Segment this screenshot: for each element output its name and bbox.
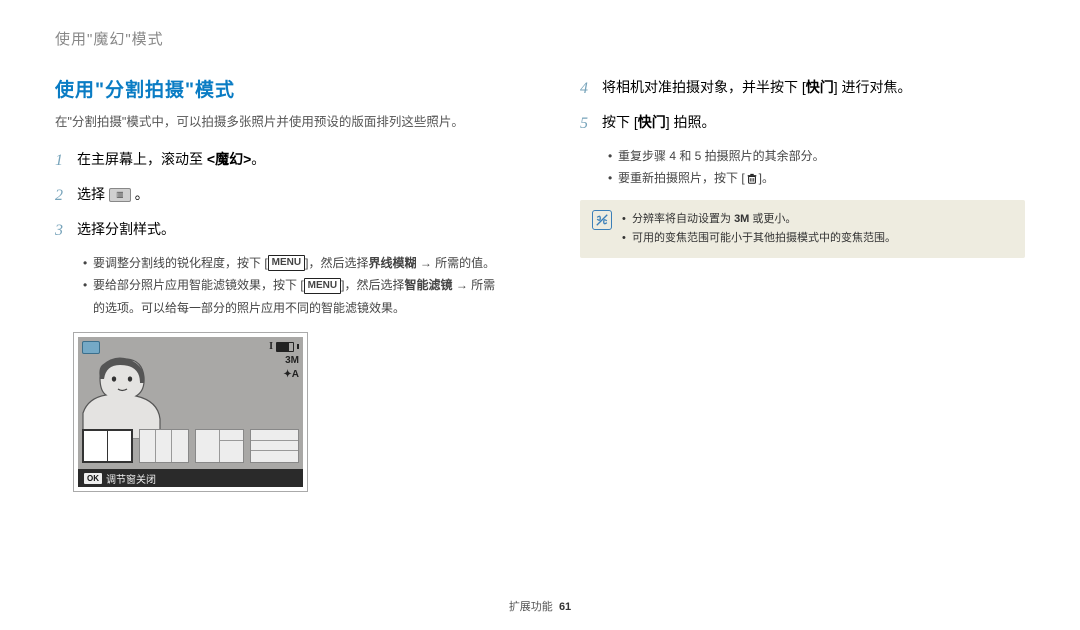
flash-indicator: ✦A bbox=[283, 369, 299, 380]
grid-mode-icon: ▥ bbox=[109, 188, 131, 202]
layout-thumb-1-2 bbox=[195, 429, 244, 463]
note-list: 分辨率将自动设置为 3M 或更小。 可用的变焦范围可能小于其他拍摄模式中的变焦范… bbox=[622, 210, 1013, 247]
camera-lcd: I 3M ✦A bbox=[78, 337, 303, 487]
layout-thumb-3row bbox=[250, 429, 299, 463]
page-footer: 扩展功能 61 bbox=[0, 598, 1080, 614]
camera-lcd-frame: I 3M ✦A bbox=[73, 332, 308, 492]
step-5-sub-bullets: 重复步骤 4 和 5 拍摄照片的其余部分。 要重新拍摄照片，按下 [ ]。 bbox=[608, 145, 1025, 191]
layout-thumb-3col bbox=[139, 429, 188, 463]
section-intro: 在"分割拍摄"模式中，可以拍摄多张照片并使用预设的版面排列这些照片。 bbox=[55, 112, 500, 133]
step-3: 3 选择分割样式。 bbox=[55, 217, 500, 246]
note-icon bbox=[592, 210, 612, 230]
section-title: 使用"分割拍摄"模式 bbox=[55, 75, 500, 102]
content-columns: 使用"分割拍摄"模式 在"分割拍摄"模式中，可以拍摄多张照片并使用预设的版面排列… bbox=[55, 75, 1025, 492]
page-header: 使用"魔幻"模式 bbox=[55, 28, 164, 49]
sub-bullet: 要调整分割线的锐化程度，按下 [MENU]，然后选择界线模糊 → 所需的值。 bbox=[83, 252, 500, 275]
note-item: 分辨率将自动设置为 3M 或更小。 bbox=[622, 210, 1013, 229]
layout-thumb-2col bbox=[82, 429, 133, 463]
step-1: 1 在主屏幕上，滚动至 <魔幻>。 bbox=[55, 147, 500, 176]
step-4: 4 将相机对准拍摄对象，并半按下 [快门] 进行对焦。 bbox=[580, 75, 1025, 104]
lcd-bottom-text: 调节窗关闭 bbox=[106, 471, 156, 486]
note-box: 分辨率将自动设置为 3M 或更小。 可用的变焦范围可能小于其他拍摄模式中的变焦范… bbox=[580, 200, 1025, 257]
ok-chip-icon: OK bbox=[84, 473, 102, 484]
menu-key-icon: MENU bbox=[304, 278, 341, 294]
note-item: 可用的变焦范围可能小于其他拍摄模式中的变焦范围。 bbox=[622, 229, 1013, 248]
breadcrumb: 使用"魔幻"模式 bbox=[55, 31, 164, 48]
step-5: 5 按下 [快门] 拍照。 bbox=[580, 110, 1025, 139]
step-list-right: 4 将相机对准拍摄对象，并半按下 [快门] 进行对焦。 5 按下 [快门] 拍照… bbox=[580, 75, 1025, 139]
page-number: 61 bbox=[559, 601, 571, 613]
resolution-indicator: 3M bbox=[285, 355, 299, 366]
step-2: 2 选择 ▥ 。 bbox=[55, 182, 500, 211]
battery-icon: I bbox=[269, 341, 299, 352]
sub-bullet: 要重新拍摄照片，按下 [ ]。 bbox=[608, 167, 1025, 190]
menu-key-icon: MENU bbox=[268, 255, 305, 271]
sub-bullet: 重复步骤 4 和 5 拍摄照片的其余部分。 bbox=[608, 145, 1025, 168]
trash-icon bbox=[745, 172, 759, 186]
step-list-left: 1 在主屏幕上，滚动至 <魔幻>。 2 选择 ▥ 。 3 选择分割样式。 bbox=[55, 147, 500, 245]
split-layout-thumbs bbox=[82, 429, 299, 463]
sub-bullet: 要给部分照片应用智能滤镜效果，按下 [MENU]，然后选择智能滤镜 → 所需的选… bbox=[83, 274, 500, 320]
right-column: 4 将相机对准拍摄对象，并半按下 [快门] 进行对焦。 5 按下 [快门] 拍照… bbox=[580, 75, 1025, 492]
footer-section: 扩展功能 bbox=[509, 601, 553, 613]
face-illustration bbox=[78, 353, 178, 439]
left-column: 使用"分割拍摄"模式 在"分割拍摄"模式中，可以拍摄多张照片并使用预设的版面排列… bbox=[55, 75, 500, 492]
lcd-bottom-bar: OK 调节窗关闭 bbox=[78, 469, 303, 487]
step-3-sub-bullets: 要调整分割线的锐化程度，按下 [MENU]，然后选择界线模糊 → 所需的值。 要… bbox=[83, 252, 500, 320]
